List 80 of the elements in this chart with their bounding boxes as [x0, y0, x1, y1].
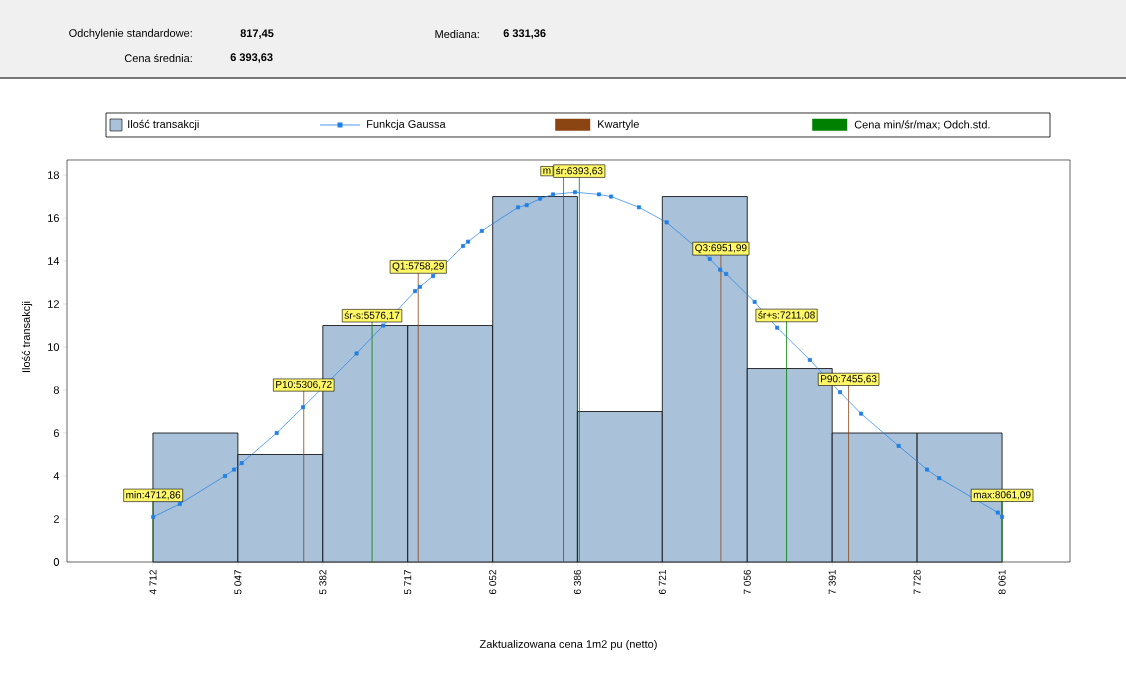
- y-tick-label: 8: [53, 386, 59, 394]
- point: [664, 220, 669, 225]
- point: [896, 443, 901, 448]
- point: [718, 267, 723, 272]
- y-tick-label: 12: [48, 300, 59, 308]
- y-tick-label: 16: [48, 214, 59, 222]
- text: Cena min/śr/max; Odch.std.: [854, 120, 990, 130]
- x-tick-label: 7 726: [913, 569, 921, 595]
- y-tick-label: 4: [53, 472, 60, 480]
- point: [859, 411, 864, 416]
- point: [538, 196, 543, 201]
- ref-line-label: Q1:5758,29: [392, 262, 444, 272]
- point: [274, 431, 279, 435]
- point: [707, 256, 712, 261]
- point: [637, 205, 641, 210]
- ref-line-label: m: [543, 168, 551, 174]
- x-axis-title: Zaktualizowana cena 1m2 pu (netto): [479, 639, 657, 651]
- y-tick-label: 14: [48, 257, 60, 265]
- x-tick-label: 6 386: [573, 569, 581, 595]
- x-tick-label: 7 056: [743, 569, 751, 595]
- point: [301, 405, 305, 410]
- legend-label: Funkcja Gaussa: [367, 119, 446, 131]
- point: [1000, 514, 1005, 519]
- ref-line-label: śr:6393,63: [555, 166, 603, 176]
- point: [177, 502, 182, 506]
- y-axis-title: Ilość transakcji: [21, 301, 33, 373]
- ref-line-label: Q3:6951,99: [695, 244, 747, 254]
- text: 817,45: [240, 29, 274, 39]
- x-tick-label: 6 721: [658, 570, 666, 595]
- ref-line-label: min:4712,86: [126, 491, 181, 500]
- point: [516, 205, 520, 210]
- point: [724, 271, 729, 276]
- y-tick-label: 0: [53, 558, 60, 566]
- ref-line-label: P90:7455,63: [821, 375, 877, 384]
- point: [151, 514, 156, 519]
- point: [223, 474, 227, 478]
- ref-line-label: P10:5306,72: [276, 380, 332, 390]
- point: [479, 228, 484, 233]
- y-tick-label: 18: [48, 171, 59, 179]
- text: Odchylenie standardowe:: [69, 28, 192, 40]
- y-tick-label: 10: [48, 343, 60, 351]
- text: Cena średnia:: [124, 53, 192, 63]
- ref-line-label: śr+s:7211,08: [758, 311, 815, 320]
- x-tick-label: 4 712: [149, 570, 157, 595]
- point: [551, 192, 555, 197]
- ref-line-label: śr-s:5576,17: [344, 311, 400, 321]
- legend-label: Ilość transakcji: [128, 119, 199, 131]
- x-tick-label: 5 382: [319, 570, 327, 595]
- point: [524, 203, 529, 208]
- point: [752, 299, 757, 304]
- point: [995, 510, 1000, 515]
- point: [413, 289, 418, 294]
- point: [807, 357, 812, 362]
- x-tick-label: 6 052: [489, 570, 497, 595]
- point: [461, 244, 465, 248]
- x-tick-label: 5 047: [234, 570, 242, 595]
- x-tick-label: 7 391: [828, 570, 836, 595]
- point: [596, 192, 601, 197]
- text: 6 393,63: [230, 53, 273, 63]
- text: 6 331,36: [503, 29, 546, 39]
- point: [775, 325, 780, 330]
- point: [573, 190, 578, 195]
- point: [354, 351, 359, 356]
- point: [239, 461, 244, 466]
- point: [609, 194, 614, 199]
- point: [381, 323, 386, 328]
- text: Mediana:: [435, 29, 479, 39]
- x-tick-label: 8 061: [998, 570, 1006, 595]
- point: [937, 476, 942, 481]
- point: [431, 274, 436, 279]
- point: [232, 467, 237, 472]
- x-tick-label: 5 717: [404, 570, 412, 595]
- point: [466, 239, 471, 244]
- text: Kwartyle: [598, 119, 639, 131]
- ref-line-label: max:8061,09: [973, 491, 1031, 500]
- point: [417, 284, 422, 289]
- y-tick-label: 2: [53, 515, 59, 523]
- point: [925, 467, 929, 472]
- y-tick-label: 6: [53, 429, 59, 437]
- point: [838, 390, 842, 395]
